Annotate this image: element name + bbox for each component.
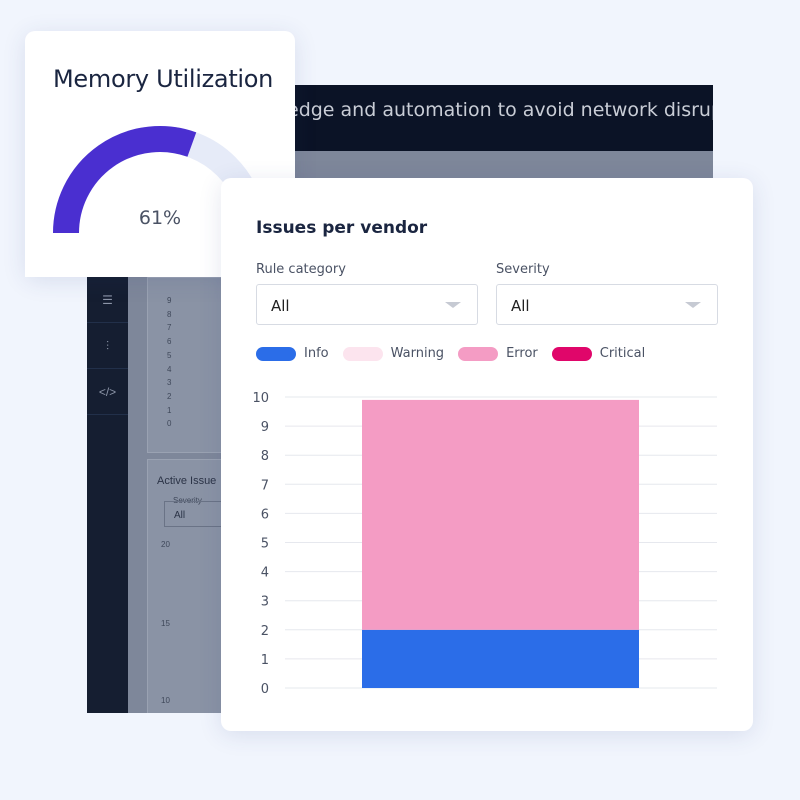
severity-label: Severity — [496, 262, 550, 277]
chart-legend: Info Warning Error Critical — [256, 346, 659, 361]
severity-filter[interactable]: All — [164, 501, 224, 527]
active-issues-title: Active Issue — [157, 475, 217, 487]
issues-per-vendor-card: Issues per vendor Rule category All Seve… — [221, 178, 753, 731]
axis-tick: 0 — [167, 419, 172, 429]
legend-item-error[interactable]: Error — [458, 346, 538, 361]
bar-segment-error — [362, 399, 639, 630]
rule-category-label: Rule category — [256, 262, 346, 277]
list-icon[interactable]: ☰ — [87, 277, 128, 323]
y-tick-label: 3 — [261, 595, 269, 610]
axis-tick: 10 — [161, 696, 170, 705]
severity-select[interactable]: All — [496, 284, 718, 325]
y-tick-label: 5 — [261, 537, 269, 552]
issues-chart: 0 1 2 3 4 5 6 7 8 9 10 — [252, 391, 717, 697]
dashboard-sidebar: ☰ ⫶ </> — [87, 277, 128, 713]
gauge-fill — [53, 126, 197, 234]
y-tick-label: 1 — [261, 653, 269, 668]
background-panel-1 — [147, 277, 227, 453]
card-title: Issues per vendor — [256, 218, 428, 238]
axis-tick: 5 — [167, 350, 172, 360]
legend-item-warning[interactable]: Warning — [342, 346, 444, 361]
axis-tick: 1 — [167, 405, 172, 415]
y-tick-label: 7 — [261, 478, 269, 493]
y-tick-label: 0 — [261, 682, 269, 697]
memory-title: Memory Utilization — [53, 65, 274, 93]
axis-tick: 6 — [167, 337, 172, 347]
axis-tick: 15 — [161, 619, 170, 628]
legend-item-info[interactable]: Info — [256, 346, 329, 361]
rule-category-select[interactable]: All — [256, 284, 478, 325]
y-tick-label: 9 — [261, 420, 269, 435]
y-tick-label: 6 — [261, 507, 269, 522]
axis-tick: 7 — [167, 323, 172, 333]
severity-filter-label: Severity — [173, 496, 202, 505]
code-icon[interactable]: </> — [87, 369, 128, 415]
axis-tick: 4 — [167, 364, 172, 374]
axis-tick: 20 — [161, 540, 170, 549]
axis-tick: 2 — [167, 391, 172, 401]
chevron-down-icon — [685, 302, 701, 308]
sliders-icon[interactable]: ⫶ — [87, 323, 128, 369]
y-tick-label: 8 — [261, 449, 269, 464]
chevron-down-icon — [445, 302, 461, 308]
axis-tick: 8 — [167, 309, 172, 319]
legend-item-critical[interactable]: Critical — [551, 346, 645, 361]
axis-tick: 3 — [167, 378, 172, 388]
y-tick-label: 4 — [261, 566, 269, 581]
rule-category-value: All — [271, 297, 290, 315]
y-tick-label: 2 — [261, 624, 269, 639]
bar-segment-info — [362, 629, 639, 688]
axis-tick: 9 — [167, 296, 172, 305]
severity-value: All — [511, 297, 530, 315]
y-tick-label: 10 — [252, 391, 269, 406]
memory-value: 61% — [138, 207, 182, 229]
